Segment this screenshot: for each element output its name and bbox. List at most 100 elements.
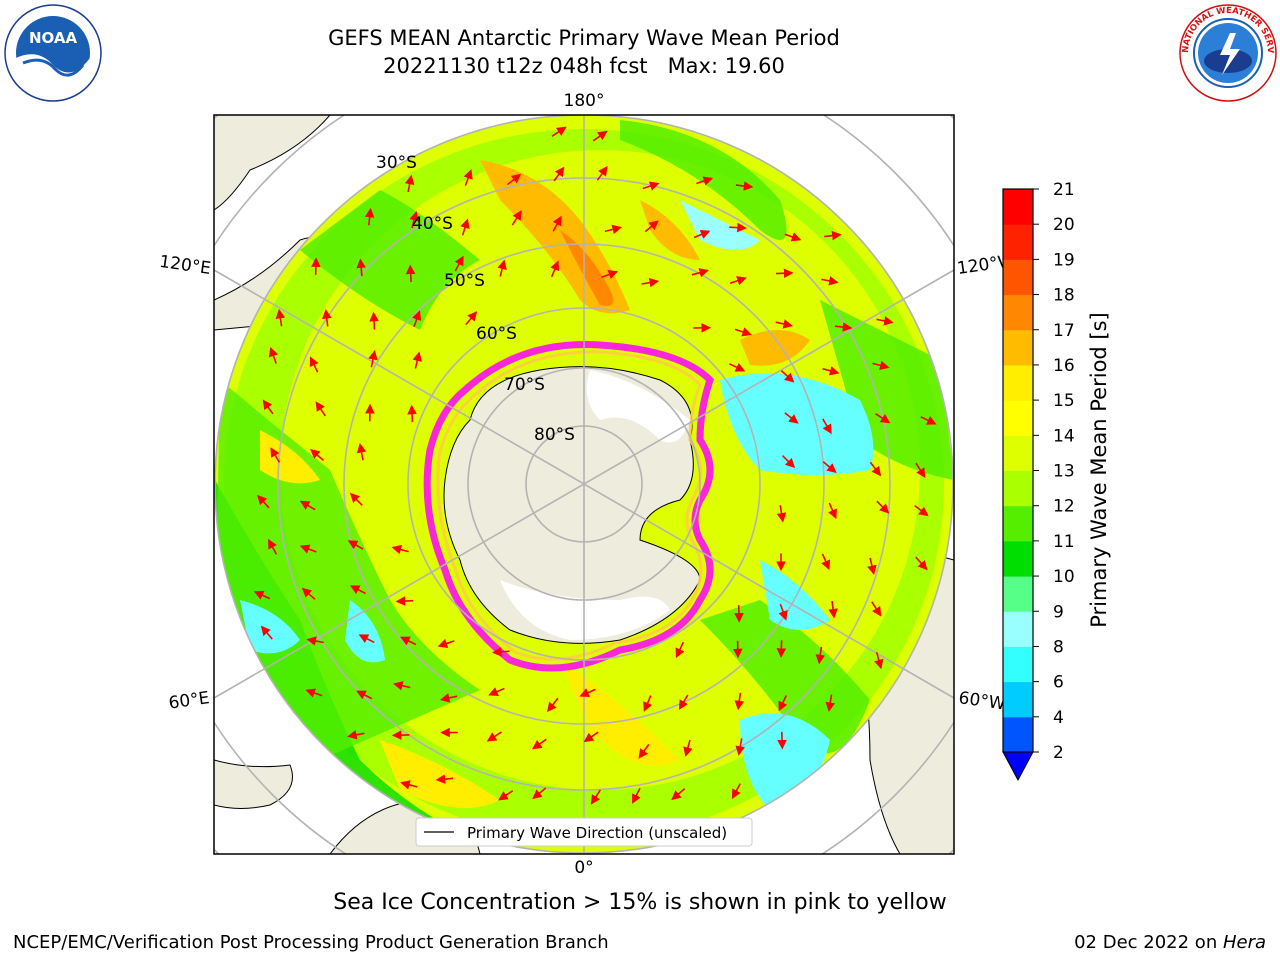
- wave-direction-arrow: [347, 730, 365, 740]
- wave-direction-arrow: [782, 455, 796, 469]
- wave-direction-arrow: [551, 126, 567, 137]
- wave-direction-arrow: [260, 625, 273, 640]
- wave-direction-arrow: [735, 181, 754, 191]
- wave-direction-arrow: [775, 319, 793, 329]
- wave-direction-arrow: [412, 310, 422, 328]
- chart-subtitle: 20221130 t12z 048h fcst Max: 19.60: [383, 54, 785, 78]
- colorbar-tick-label: 11: [1053, 532, 1075, 552]
- wave-direction-arrow: [731, 783, 741, 800]
- wave-direction-arrow: [498, 790, 514, 801]
- wave-direction-arrow: [729, 276, 747, 286]
- wave-direction-arrow: [777, 731, 787, 750]
- wave-direction-vectors: [253, 126, 937, 846]
- colorbar-segment: [1003, 611, 1033, 647]
- footer-date-text: 02 Dec 2022 on: [1074, 932, 1223, 953]
- wave-direction-arrow: [391, 544, 409, 555]
- colorbar-segment: [1003, 259, 1033, 296]
- wave-direction-arrow: [729, 362, 746, 372]
- wave-direction-arrow: [400, 636, 417, 646]
- sea-ice: [423, 341, 715, 672]
- wave-direction-arrow: [776, 640, 787, 658]
- wave-direction-arrow: [552, 215, 562, 232]
- colorbar-segment: [1003, 681, 1033, 718]
- wave-direction-arrow: [915, 556, 928, 571]
- colorbar-tick-label: 8: [1053, 637, 1064, 657]
- wave-direction-arrow: [822, 461, 837, 474]
- wave-direction-arrow: [822, 418, 832, 435]
- wave-direction-arrow: [641, 277, 660, 288]
- colorbar-extend-triangle: [1002, 751, 1034, 782]
- lon-label-top: 180°: [564, 91, 605, 111]
- wave-direction-arrow: [821, 553, 831, 571]
- wave-direction-arrow: [253, 590, 271, 600]
- wave-direction-arrow: [463, 169, 473, 186]
- wave-direction-arrow: [776, 505, 787, 523]
- colorbar-tick-label: 6: [1053, 673, 1064, 693]
- wave-direction-arrow: [778, 695, 788, 712]
- wave-direction-arrow: [301, 587, 316, 600]
- wave-direction-arrow: [550, 260, 560, 278]
- wave-direction-arrow: [532, 787, 547, 800]
- colorbar-tick-label: 18: [1053, 286, 1075, 306]
- noaa-logo-icon: NOAA: [4, 4, 102, 102]
- wave-direction-arrow: [547, 697, 559, 713]
- wave-direction-arrow: [268, 346, 279, 364]
- wave-direction-arrow: [299, 500, 316, 511]
- lat-label-40s: 40°S: [412, 214, 453, 234]
- wave-direction-arrow: [439, 693, 458, 703]
- graticule: [213, 115, 955, 854]
- colorbar-segment: [1003, 189, 1033, 225]
- wave-direction-arrow: [262, 399, 274, 415]
- lat-labels: 30°S 40°S 50°S 60°S 70°S 80°S: [376, 153, 575, 445]
- wave-direction-arrow: [306, 636, 324, 646]
- colorbar-segment: [1003, 435, 1033, 471]
- wave-direction-arrow: [596, 166, 608, 181]
- wave-direction-arrow: [872, 360, 890, 371]
- wave-direction-arrow: [824, 230, 842, 241]
- wave-direction-arrow: [875, 413, 891, 424]
- wave-direction-arrow: [349, 585, 366, 595]
- wave-direction-arrow: [778, 603, 788, 621]
- wave-direction-arrow: [369, 311, 379, 330]
- wave-direction-arrow: [821, 276, 839, 286]
- wave-direction-arrow: [691, 268, 709, 278]
- colorbar-tick-label: 17: [1053, 321, 1075, 341]
- lat-label-50s: 50°S: [444, 271, 485, 291]
- wave-direction-arrow: [497, 259, 507, 277]
- wave-direction-arrow: [632, 787, 641, 804]
- wave-direction-arrow: [876, 500, 890, 514]
- lat-label-80s: 80°S: [534, 425, 575, 445]
- wave-direction-arrow: [486, 731, 502, 742]
- wave-direction-arrow: [869, 461, 882, 477]
- wave-direction-arrow: [828, 600, 838, 619]
- wave-direction-arrow: [299, 544, 317, 554]
- colorbar-segment: [1003, 576, 1033, 612]
- wave-direction-arrow: [914, 504, 929, 517]
- wave-direction-arrow: [454, 255, 464, 272]
- wave-direction-arrow: [465, 311, 478, 326]
- wave-direction-arrow: [822, 366, 840, 376]
- wave-direction-arrow: [815, 646, 826, 665]
- wave-direction-arrow: [491, 647, 510, 657]
- wave-direction-arrow: [871, 601, 882, 617]
- sea-ice-caption: Sea Ice Concentration > 15% is shown in …: [333, 890, 947, 915]
- colorbar-tick-label: 19: [1053, 250, 1075, 270]
- wave-direction-arrow: [643, 695, 653, 712]
- wave-direction-arrow: [309, 356, 319, 373]
- footer-credit: NCEP/EMC/Verification Post Processing Pr…: [13, 932, 609, 953]
- wave-direction-arrow: [305, 688, 323, 698]
- wave-direction-arrow: [405, 264, 416, 283]
- map-frame: [213, 114, 955, 855]
- wave-direction-arrow: [828, 502, 837, 520]
- colorbar-segment: [1003, 329, 1033, 366]
- wave-direction-arrow: [553, 166, 565, 182]
- wave-direction-arrow: [368, 350, 378, 368]
- wave-direction-arrow: [356, 443, 367, 461]
- wave-direction-arrow: [683, 739, 693, 757]
- wave-direction-arrow: [604, 224, 622, 235]
- lat-label-70s: 70°S: [504, 375, 545, 395]
- colorbar-tick-label: 4: [1053, 708, 1064, 728]
- lon-label-left-lower: 60°E: [167, 688, 210, 713]
- colorbar-tick-label: 21: [1053, 180, 1075, 200]
